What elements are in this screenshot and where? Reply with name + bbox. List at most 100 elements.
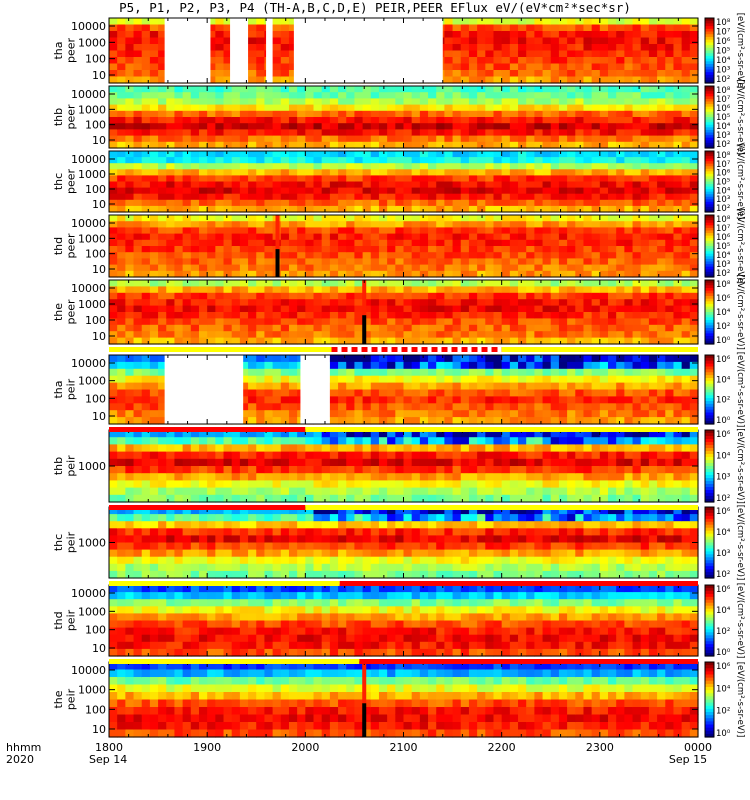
- y-tick-label: 10000: [71, 217, 106, 230]
- flag-segment: [109, 581, 340, 586]
- y-tick-label: 100: [85, 392, 106, 405]
- colorbar-unit: [eV/(cm²-s-sr-eV)]: [735, 352, 745, 428]
- flag-segment: [431, 347, 438, 352]
- colorbar: 10⁸ 10⁶ 10⁴ 10² 10⁰ [eV/(cm²-s-sr-eV)]: [704, 274, 745, 350]
- y-tick-label: 10: [92, 723, 106, 736]
- colorbar-tick: 10⁴: [716, 528, 731, 538]
- panel-the-peer: 10000 1000 100 10 thepeer 10⁸ 10⁶ 10⁴ 10² 10⁰ [eV/…: [52, 274, 745, 350]
- colorbar-tick: 10²: [716, 140, 730, 150]
- colorbar-tick: 10⁴: [716, 451, 731, 461]
- flag-segment: [461, 347, 468, 352]
- colorbar-tick: 10⁰: [716, 648, 731, 658]
- flag-segment: [109, 505, 306, 510]
- flag-segment: [401, 347, 408, 352]
- y-tick-label: 10: [92, 263, 106, 276]
- x-tick-label: 1800: [95, 741, 123, 754]
- colorbar-tick: 10⁶: [716, 37, 731, 47]
- x-tick-label: 2100: [390, 741, 418, 754]
- flag-segment: [411, 347, 418, 352]
- y-tick-label: 10000: [71, 88, 106, 101]
- x-tick-label: 2200: [488, 741, 516, 754]
- y-tick-label: 1000: [78, 103, 106, 116]
- colorbar-tick: 10³: [716, 131, 730, 141]
- x-tick-label: 1900: [193, 741, 221, 754]
- colorbar: 10⁶ 10⁴ 10² 10⁰ [eV/(cm²-s-sr-eV)]: [704, 661, 745, 739]
- y-tick-label: 10000: [71, 587, 106, 600]
- y-tick-label: 1000: [78, 605, 106, 618]
- panel-thb-peer: 10000 1000 100 10 thbpeer 10⁸10⁷10⁶10⁵10⁴10³1…: [52, 79, 745, 155]
- chart-title: P5, P1, P2, P3, P4 (TH-A,B,C,D,E) PEIR,P…: [119, 0, 631, 15]
- colorbar: 10⁶ 10⁴ 10³ 10² [eV/(cm²-s-sr-eV)]: [704, 505, 745, 581]
- colorbar-tick: 10⁴: [716, 375, 731, 385]
- colorbar-tick: 10⁷: [716, 160, 731, 170]
- flag-segment: [331, 347, 338, 352]
- colorbar-tick: 10³: [716, 549, 730, 559]
- data-gap: [164, 18, 211, 83]
- y-tick-label: 10000: [71, 153, 106, 166]
- colorbar-tick: 10⁶: [716, 662, 731, 672]
- data-gap: [300, 355, 330, 424]
- colorbar-unit: [eV/(cm²-s-sr-eV)]: [735, 144, 745, 220]
- y-tick-label: 100: [85, 119, 106, 132]
- x-tick-label: 2300: [586, 741, 614, 754]
- colorbar-tick: 10⁶: [716, 104, 731, 114]
- flag-segment: [109, 427, 306, 432]
- flag-segment: [501, 347, 698, 352]
- panel-tha-peer: 10000 1000 100 10 thapeer 10⁸10⁷10⁶10⁵10⁴10³1…: [52, 13, 745, 89]
- colorbar-tick: 10⁷: [716, 28, 731, 38]
- flag-segment: [109, 659, 360, 664]
- dropout-spike: [275, 215, 280, 250]
- colorbar-tick: 10⁴: [716, 684, 731, 694]
- panel-thd-peir: 10000 1000 100 10 thdpeir 10⁶ 10⁴ 10² 10⁰ [eV/(cm…: [52, 583, 745, 659]
- colorbar-tick: 10⁸: [716, 280, 731, 290]
- colorbar-tick: 10⁰: [716, 729, 731, 739]
- colorbar-tick: 10⁶: [716, 169, 731, 179]
- data-gap: [266, 18, 273, 83]
- y-tick-label: 100: [85, 53, 106, 66]
- colorbar-tick: 10⁶: [716, 294, 731, 304]
- colorbar-tick: 10⁶: [716, 233, 731, 243]
- x-tick-label: 2000: [291, 741, 319, 754]
- colorbar-unit: [eV/(cm²-s-sr-eV)]: [735, 505, 745, 581]
- colorbar-tick: 10²: [716, 322, 730, 332]
- panel-label: thcpeer: [52, 169, 78, 195]
- y-tick-label: 100: [85, 703, 106, 716]
- x-date-label: Sep 15: [669, 753, 707, 766]
- colorbar-tick: 10⁴: [716, 308, 731, 318]
- y-tick-label: 10: [92, 330, 106, 343]
- y-tick-label: 1000: [78, 168, 106, 181]
- colorbar-tick: 10⁰: [716, 416, 731, 426]
- colorbar-tick: 10⁰: [716, 336, 731, 346]
- colorbar-tick: 10⁶: [716, 507, 731, 517]
- flag-segment: [359, 659, 698, 664]
- flag-segment: [421, 347, 428, 352]
- colorbar-unit: [eV/(cm²-s-sr-eV)]: [735, 208, 745, 284]
- dropout-spike: [275, 249, 280, 277]
- colorbar-tick: 10⁶: [716, 355, 731, 365]
- colorbar-tick: 10⁵: [716, 113, 730, 123]
- panel-label: thbpeir: [52, 455, 78, 477]
- colorbar-tick: 10⁷: [716, 224, 731, 234]
- panel-thd-peer: 10000 1000 100 10 thdpeer 10⁸10⁷10⁶10⁵10⁴10³1…: [52, 208, 745, 284]
- y-tick-label: 10: [92, 410, 106, 423]
- data-gap: [293, 18, 443, 83]
- y-tick-label: 1000: [78, 298, 106, 311]
- panel-label: thcpeir: [52, 531, 78, 553]
- quality-flag-bar: [109, 427, 698, 432]
- colorbar-tick: 10⁴: [716, 251, 731, 261]
- y-tick-label: 100: [85, 314, 106, 327]
- flag-segment: [491, 347, 498, 352]
- colorbar-tick: 10²: [716, 707, 730, 717]
- flag-segment: [351, 347, 358, 352]
- colorbar-unit: [eV/(cm²-s-sr-eV)]: [735, 662, 745, 738]
- colorbar-unit: [eV/(cm²-s-sr-eV)]: [735, 583, 745, 659]
- quality-flag-bar: [109, 659, 698, 664]
- y-tick-label: 1000: [78, 684, 106, 697]
- y-tick-label: 100: [85, 624, 106, 637]
- y-tick-label: 1000: [78, 537, 106, 550]
- flag-segment: [305, 505, 698, 510]
- colorbar-tick: 10³: [716, 473, 730, 483]
